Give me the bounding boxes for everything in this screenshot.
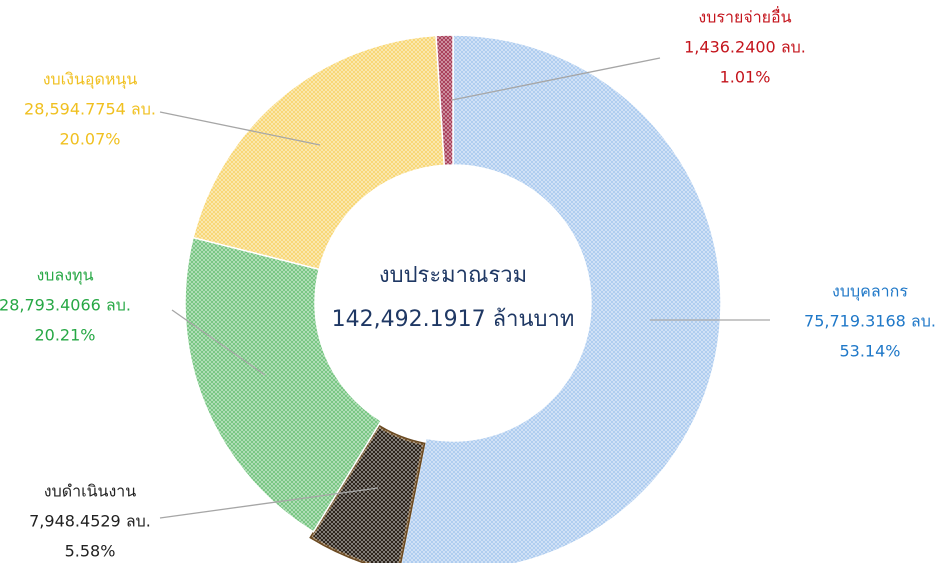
- value-label: 28,594.7754 ลบ.: [24, 100, 156, 119]
- percentage-label: 5.58%: [65, 542, 116, 561]
- center-subtitle: 142,492.1917 ล้านบาท: [332, 307, 575, 332]
- leader-line: [159, 487, 379, 519]
- percentage-label: 53.14%: [839, 342, 900, 361]
- center-title: งบประมาณรวม: [379, 263, 527, 288]
- value-label: 28,793.4066 ลบ.: [0, 296, 131, 315]
- category-label: งบรายจ่ายอื่น: [698, 6, 791, 27]
- leader-line: [171, 309, 266, 376]
- percentage-label: 1.01%: [720, 68, 771, 87]
- leader-line: [451, 57, 661, 101]
- category-label: งบเงินอุดหนุน: [43, 70, 138, 90]
- category-label: งบดำเนินงาน: [44, 482, 136, 501]
- percentage-label: 20.07%: [59, 130, 120, 149]
- percentage-label: 20.21%: [34, 326, 95, 345]
- donut-slice: [192, 34, 446, 271]
- category-label: งบบุคลากร: [832, 282, 908, 302]
- value-label: 7,948.4529 ลบ.: [29, 512, 151, 531]
- value-label: 1,436.2400 ลบ.: [684, 38, 806, 57]
- value-label: 75,719.3168 ลบ.: [804, 312, 936, 331]
- category-label: งบลงทุน: [36, 266, 93, 286]
- leader-line: [159, 111, 321, 146]
